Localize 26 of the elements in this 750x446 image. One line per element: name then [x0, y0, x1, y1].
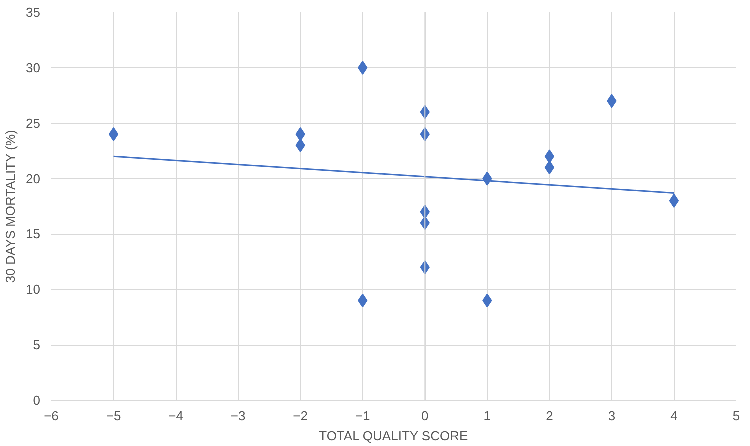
point [544, 150, 555, 164]
x-tick-label: 2 [546, 408, 554, 424]
x-tick-label: 3 [608, 408, 616, 424]
point [669, 194, 680, 208]
x-tick-label: −4 [168, 408, 184, 424]
y-tick-label: 20 [26, 171, 41, 186]
x-tick-label: −5 [106, 408, 122, 424]
x-tick-label: −2 [293, 408, 308, 424]
y-axis-title: 30 DAYS MORTALITY (%) [3, 130, 18, 284]
y-tick-label: 30 [26, 60, 41, 76]
y-tick-label: 0 [33, 393, 41, 408]
x-tick-label: 0 [422, 408, 429, 424]
point [544, 160, 555, 175]
x-tick-label: 4 [670, 408, 678, 424]
y-tick-label: 35 [26, 5, 41, 20]
y-tick-label: 10 [26, 282, 41, 298]
x-tick-label: −3 [230, 408, 246, 424]
x-tick-label: 5 [732, 408, 740, 424]
x-tick-label: −6 [44, 408, 59, 424]
y-tick-label: 5 [33, 338, 41, 353]
x-tick-label: 1 [484, 408, 492, 424]
y-tick-label: 25 [26, 116, 41, 131]
x-tick-label: −1 [355, 408, 370, 424]
point [108, 127, 119, 142]
x-axis-title: TOTAL QUALITY SCORE [319, 428, 468, 444]
y-tick-label: 15 [26, 226, 41, 242]
